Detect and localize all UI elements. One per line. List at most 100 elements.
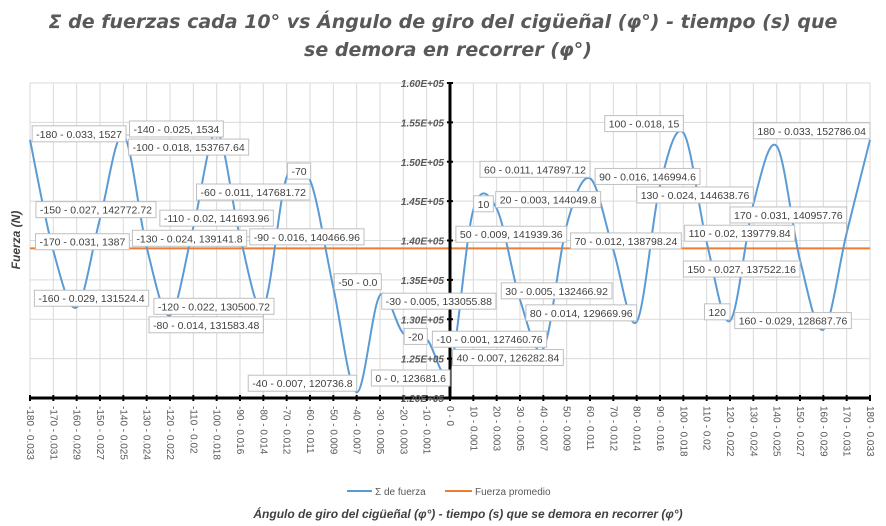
data-label: -140 - 0.025, 1534 bbox=[129, 120, 224, 138]
data-label: 60 - 0.011, 147897.12 bbox=[479, 160, 591, 178]
data-label-text: 10 bbox=[478, 199, 490, 211]
data-label: -90 - 0.016, 140466.96 bbox=[249, 228, 365, 246]
axes bbox=[29, 82, 871, 401]
data-label-box bbox=[752, 122, 871, 140]
x-tick-label: 70 - 0.012 bbox=[607, 406, 618, 451]
x-tick-label: 150 - 0.027 bbox=[794, 406, 805, 457]
x-tick-label: -10 - 0.001 bbox=[421, 406, 432, 455]
data-label-text: -60 - 0.011, 147681.72 bbox=[201, 187, 307, 199]
y-tick-label: 1.35E+05 bbox=[401, 276, 445, 287]
x-tick-label: 50 - 0.009 bbox=[561, 406, 572, 451]
data-label-text: -30 - 0.005, 133055.88 bbox=[386, 296, 492, 308]
data-label-box bbox=[159, 209, 274, 227]
data-label-box bbox=[128, 138, 250, 156]
data-label-text: 160 - 0.029, 128687.76 bbox=[739, 316, 848, 328]
data-label: 100 - 0.018, 15 bbox=[604, 115, 684, 133]
data-label-text: 70 - 0.012, 138798.24 bbox=[575, 236, 678, 248]
legend-label-average: Fuerza promedio bbox=[475, 487, 551, 498]
data-label-box bbox=[734, 312, 852, 330]
data-label-box bbox=[682, 260, 801, 278]
x-tick-label: 100 - 0.018 bbox=[677, 406, 688, 457]
data-label-box bbox=[33, 289, 150, 307]
x-tick-label: 140 - 0.025 bbox=[771, 406, 782, 457]
x-tick-label: 180 - 0.033 bbox=[864, 406, 875, 457]
x-tick-label: 10 - 0.001 bbox=[467, 406, 478, 451]
data-label-text: 0 - 0, 123681.6 bbox=[375, 373, 446, 385]
x-tick-label: -110 - 0.02 bbox=[187, 406, 198, 454]
data-label-text: 80 - 0.014, 129669.96 bbox=[530, 308, 633, 320]
x-tick-label: -120 - 0.022 bbox=[164, 406, 175, 460]
data-label-box bbox=[196, 183, 311, 201]
data-label: -40 - 0.007, 120736.8 bbox=[247, 374, 358, 392]
data-label-text: 100 - 0.018, 15 bbox=[609, 119, 680, 131]
data-label-text: -130 - 0.024, 139141.8 bbox=[136, 233, 242, 245]
data-label-box bbox=[431, 330, 548, 348]
data-label-box bbox=[729, 206, 848, 224]
x-tick-label: -130 - 0.024 bbox=[141, 406, 152, 460]
legend-label-sum: Σ de fuerza bbox=[375, 487, 426, 498]
data-label-box bbox=[479, 160, 591, 178]
x-tick-label: -170 - 0.031 bbox=[47, 406, 58, 460]
data-label-box bbox=[129, 120, 224, 138]
data-label: -60 - 0.011, 147681.72 bbox=[196, 183, 311, 201]
data-label-text: 20 - 0.003, 144049.8 bbox=[500, 195, 597, 207]
data-label-text: -10 - 0.001, 127460.76 bbox=[436, 334, 542, 346]
data-label: -50 - 0.0 bbox=[333, 273, 382, 291]
x-tick-label: 130 - 0.024 bbox=[747, 406, 758, 457]
x-tick-label: -70 - 0.012 bbox=[281, 406, 292, 455]
x-tick-label: -90 - 0.016 bbox=[234, 406, 245, 455]
x-tick-label: -60 - 0.011 bbox=[304, 406, 315, 454]
data-label: -110 - 0.02, 141693.96 bbox=[159, 209, 274, 227]
data-label: 150 - 0.027, 137522.16 bbox=[682, 260, 801, 278]
data-label-box bbox=[286, 162, 312, 180]
data-label: 20 - 0.003, 144049.8 bbox=[495, 191, 602, 209]
y-tick-label: 1.60E+05 bbox=[401, 79, 445, 90]
data-label-text: 40 - 0.007, 126282.84 bbox=[457, 353, 560, 365]
chart-title-line1: Σ de fuerzas cada 10° vs Ángulo de giro … bbox=[48, 11, 838, 33]
data-label-box bbox=[636, 186, 754, 204]
x-tick-label: -40 - 0.007 bbox=[351, 406, 362, 455]
x-tick-label: 160 - 0.029 bbox=[817, 406, 828, 457]
data-label-box bbox=[495, 191, 602, 209]
data-label-box bbox=[31, 125, 127, 143]
data-label-box bbox=[333, 273, 382, 291]
data-label: 110 - 0.02, 139779.84 bbox=[684, 224, 796, 242]
data-label-text: 170 - 0.031, 140957.76 bbox=[734, 210, 843, 222]
data-label: 30 - 0.005, 132466.92 bbox=[500, 282, 613, 300]
data-label-text: -120 - 0.022, 130500.72 bbox=[158, 301, 270, 313]
data-label: -30 - 0.005, 133055.88 bbox=[381, 292, 497, 310]
data-label-text: 120 bbox=[708, 307, 726, 319]
data-label-text: 180 - 0.033, 152786.04 bbox=[757, 126, 866, 138]
data-label: -170 - 0.031, 1387 bbox=[35, 233, 130, 251]
data-label-box bbox=[473, 195, 494, 213]
data-label-box bbox=[131, 229, 248, 247]
x-axis-title: Ángulo de giro del cigüeñal (φ°) - tiemp… bbox=[252, 506, 682, 521]
data-label: -20 bbox=[403, 327, 428, 345]
legend: Σ de fuerza Fuerza promedio bbox=[347, 487, 551, 498]
data-label: -70 bbox=[286, 162, 312, 180]
data-label: 180 - 0.033, 152786.04 bbox=[752, 122, 871, 140]
data-label: -160 - 0.029, 131524.4 bbox=[33, 289, 150, 307]
x-tick-label: 20 - 0.003 bbox=[491, 406, 502, 451]
data-label-text: 130 - 0.024, 144638.76 bbox=[641, 190, 750, 202]
data-label-box bbox=[703, 303, 731, 321]
y-tick-label: 1.40E+05 bbox=[401, 237, 445, 248]
data-label: -100 - 0.018, 153767.64 bbox=[128, 138, 250, 156]
data-label-text: -80 - 0.014, 131583.48 bbox=[153, 320, 259, 332]
x-tick-label: 90 - 0.016 bbox=[654, 406, 665, 451]
x-tick-label: -30 - 0.005 bbox=[374, 406, 385, 455]
y-tick-label: 1.25E+05 bbox=[401, 355, 445, 366]
x-tick-label: -140 - 0.025 bbox=[117, 406, 128, 460]
data-label-text: -180 - 0.033, 1527 bbox=[36, 129, 122, 141]
data-label-text: -40 - 0.007, 120736.8 bbox=[252, 378, 353, 390]
data-label-text: -140 - 0.025, 1534 bbox=[134, 124, 220, 136]
data-label: 40 - 0.007, 126282.84 bbox=[452, 349, 564, 367]
data-label-text: -110 - 0.02, 141693.96 bbox=[164, 213, 270, 225]
data-label: -180 - 0.033, 1527 bbox=[31, 125, 127, 143]
chart-title-line2: se demora en recorrer (φ°) bbox=[304, 39, 592, 61]
data-label-text: 30 - 0.005, 132466.92 bbox=[505, 286, 608, 298]
x-tick-label: 60 - 0.011 bbox=[584, 406, 595, 451]
x-tick-label: -80 - 0.014 bbox=[257, 406, 268, 455]
data-label-text: -70 bbox=[291, 166, 306, 178]
